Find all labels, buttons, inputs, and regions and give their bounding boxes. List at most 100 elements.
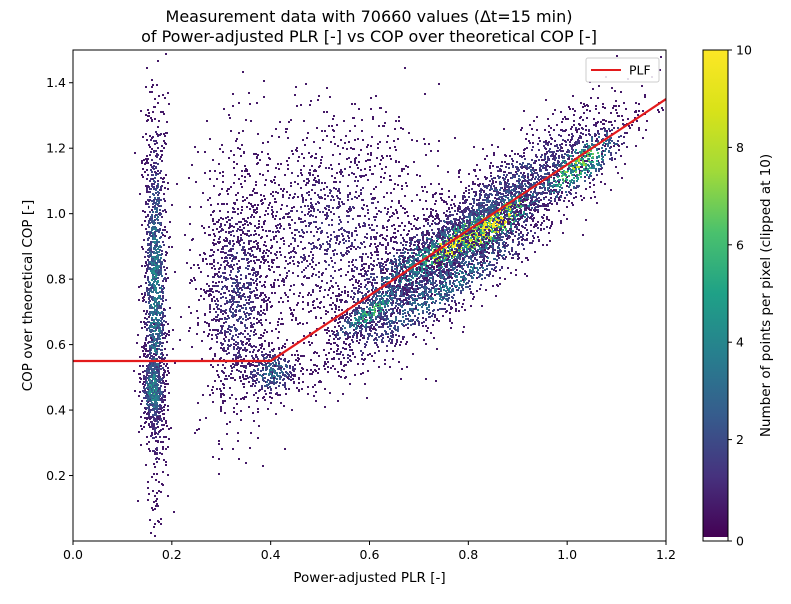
heatmap-cell <box>307 294 309 296</box>
heatmap-cell <box>147 499 149 501</box>
heatmap-cell <box>341 227 343 229</box>
heatmap-cell <box>214 329 216 331</box>
heatmap-cell <box>368 265 370 267</box>
heatmap-cell <box>255 153 257 155</box>
heatmap-cell <box>149 426 151 428</box>
heatmap-cell <box>365 263 367 265</box>
heatmap-cell <box>216 341 218 343</box>
heatmap-cell <box>245 319 247 321</box>
heatmap-cell <box>275 387 277 389</box>
heatmap-cell <box>164 135 166 137</box>
heatmap-cell <box>209 170 211 172</box>
heatmap-cell <box>398 175 400 177</box>
heatmap-cell <box>219 318 221 320</box>
heatmap-cell <box>257 437 259 439</box>
heatmap-cell <box>292 250 294 252</box>
heatmap-cell <box>148 413 150 415</box>
heatmap-cell <box>164 229 166 231</box>
heatmap-cell <box>285 364 287 366</box>
heatmap-cell <box>526 234 528 236</box>
heatmap-cell <box>155 301 157 303</box>
heatmap-cell <box>315 153 317 155</box>
heatmap-cell <box>147 279 149 281</box>
heatmap-cell <box>220 264 222 266</box>
heatmap-cell <box>298 382 300 384</box>
heatmap-cell <box>250 247 252 249</box>
heatmap-cell <box>157 102 159 104</box>
heatmap-cell <box>143 355 145 357</box>
heatmap-cell <box>149 325 151 327</box>
heatmap-cell <box>240 398 242 400</box>
heatmap-cell <box>225 277 227 279</box>
heatmap-cell <box>384 172 386 174</box>
heatmap-cell <box>376 157 378 159</box>
heatmap-cell <box>160 186 162 188</box>
heatmap-cell <box>352 117 354 119</box>
heatmap-cell <box>155 351 157 353</box>
heatmap-cell <box>235 354 237 356</box>
heatmap-cell <box>205 292 207 294</box>
heatmap-cell <box>198 299 200 301</box>
heatmap-cell <box>277 337 279 339</box>
heatmap-cell <box>158 388 160 390</box>
heatmap-cell <box>249 338 251 340</box>
heatmap-cell <box>165 143 167 145</box>
heatmap-cell <box>240 234 242 236</box>
heatmap-cell <box>454 137 456 139</box>
heatmap-cell <box>236 306 238 308</box>
heatmap-cell <box>263 332 265 334</box>
heatmap-cell <box>486 260 488 262</box>
heatmap-cell <box>154 495 156 497</box>
heatmap-cell <box>350 147 352 149</box>
heatmap-cell <box>395 149 397 151</box>
heatmap-cell <box>343 254 345 256</box>
heatmap-cell <box>354 160 356 162</box>
heatmap-cell <box>335 315 337 317</box>
heatmap-cell <box>154 305 156 307</box>
heatmap-cell <box>151 307 153 309</box>
heatmap-cell <box>211 288 213 290</box>
heatmap-cell <box>160 236 162 238</box>
heatmap-cell <box>336 298 338 300</box>
heatmap-cell <box>302 323 304 325</box>
heatmap-cell <box>152 287 154 289</box>
heatmap-cell <box>355 191 357 193</box>
heatmap-cell <box>321 197 323 199</box>
heatmap-cell <box>585 188 587 190</box>
heatmap-cell <box>254 246 256 248</box>
heatmap-cell <box>239 287 241 289</box>
heatmap-cell <box>151 235 153 237</box>
heatmap-cell <box>257 397 259 399</box>
heatmap-cell <box>294 238 296 240</box>
heatmap-cell <box>361 275 363 277</box>
heatmap-cell <box>200 271 202 273</box>
heatmap-cell <box>261 199 263 201</box>
heatmap-cell <box>264 377 266 379</box>
heatmap-cell <box>221 326 223 328</box>
heatmap-cell <box>149 218 151 220</box>
heatmap-cell <box>405 244 407 246</box>
heatmap-cell <box>278 361 280 363</box>
heatmap-cell <box>156 200 158 202</box>
heatmap-cell <box>153 228 155 230</box>
heatmap-cell <box>143 378 145 380</box>
heatmap-cell <box>270 363 272 365</box>
heatmap-cell <box>337 197 339 199</box>
heatmap-cell <box>249 343 251 345</box>
heatmap-cell <box>223 338 225 340</box>
heatmap-cell <box>362 253 364 255</box>
heatmap-cell <box>236 199 238 201</box>
heatmap-cell <box>146 155 148 157</box>
heatmap-cell <box>160 320 162 322</box>
heatmap-cell <box>150 232 152 234</box>
heatmap-cell <box>329 287 331 289</box>
heatmap-cell <box>330 199 332 201</box>
heatmap-cell <box>246 197 248 199</box>
heatmap-cell <box>162 471 164 473</box>
heatmap-cell <box>395 120 397 122</box>
heatmap-cell <box>300 218 302 220</box>
heatmap-cell <box>352 218 354 220</box>
heatmap-cell <box>261 151 263 153</box>
heatmap-cell <box>247 296 249 298</box>
heatmap-cell <box>147 277 149 279</box>
